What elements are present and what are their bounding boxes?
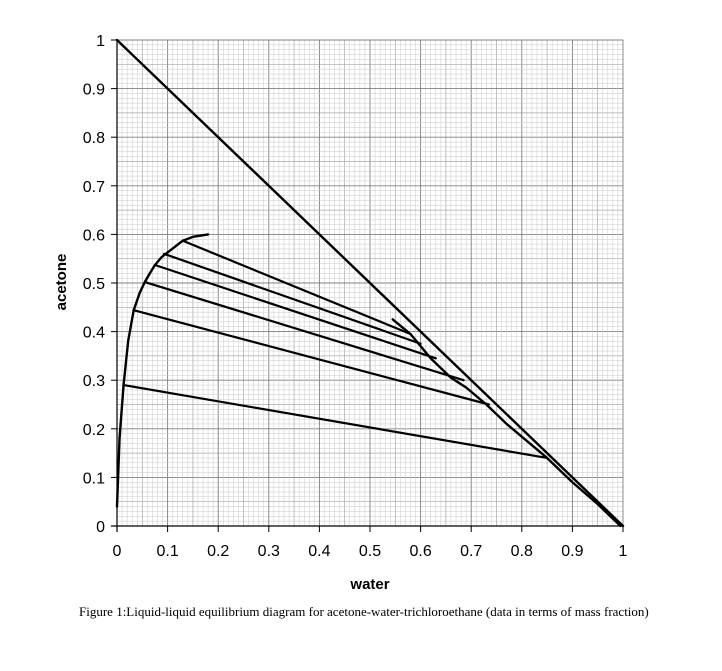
tie-line: [162, 252, 422, 345]
series-line-raffinate-branch: [391, 318, 622, 528]
y-tick-label: 0.2: [83, 422, 105, 439]
x-tick-label: 0.3: [258, 543, 280, 560]
x-tick-label: 0.8: [511, 543, 533, 560]
x-tick-label: 0.5: [359, 543, 381, 560]
x-tick-label: 0.1: [156, 543, 178, 560]
y-axis-label: acetone: [53, 254, 70, 311]
y-tick-label: 1: [96, 33, 105, 50]
y-tick-label: 0.8: [83, 130, 105, 147]
series-line-hypotenuse: [115, 38, 625, 528]
y-tick-label: 0.6: [83, 227, 105, 244]
series: [115, 38, 625, 528]
tick-labels: 0 0.1 0.2 0.3 0.4 0.5 0.6 0.7 0.8 0.9 1 0 0.1 0.2 0.3 0…: [83, 33, 628, 560]
tie-line: [132, 309, 491, 406]
axes: [111, 39, 624, 532]
y-tick-label: 0.3: [83, 373, 105, 390]
figure-caption: Figure 1:Liquid-liquid equilibrium diagr…: [79, 604, 649, 619]
x-tick-label: 1: [619, 543, 628, 560]
x-tick-label: 0.9: [561, 543, 583, 560]
tie-line: [153, 263, 437, 360]
x-tick-label: 0.6: [409, 543, 431, 560]
y-tick-label: 0.5: [83, 276, 105, 293]
y-tick-label: 0: [96, 519, 105, 536]
tie-line: [122, 383, 549, 460]
x-tick-label: 0.4: [308, 543, 330, 560]
y-tick-label: 0.9: [83, 82, 105, 99]
x-tick-label: 0.7: [460, 543, 482, 560]
y-tick-label: 0.4: [83, 325, 105, 342]
tie-line: [143, 280, 465, 382]
y-tick-label: 0.7: [83, 179, 105, 196]
y-tick-label: 0.1: [83, 470, 105, 487]
series-line-extract-branch: [115, 233, 210, 508]
x-tick-label: 0: [113, 543, 122, 560]
x-axis-label: water: [349, 576, 389, 593]
x-tick-label: 0.2: [207, 543, 229, 560]
tie-line: [181, 239, 412, 336]
